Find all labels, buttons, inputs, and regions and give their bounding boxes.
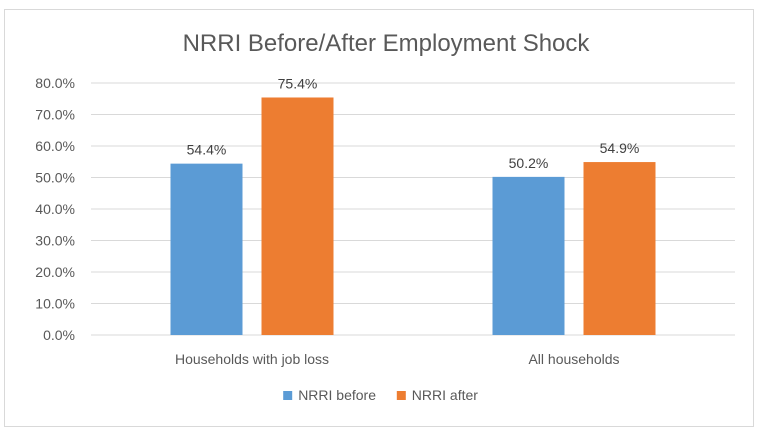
y-tick-label: 60.0% bbox=[35, 138, 75, 154]
data-label: 54.9% bbox=[600, 140, 640, 156]
y-axis-ticks: 0.0% 10.0% 20.0% 30.0% 40.0% 50.0% 60.0% 70.0% 8… bbox=[35, 75, 75, 343]
y-tick-label: 10.0% bbox=[35, 296, 75, 312]
data-label: 54.4% bbox=[187, 142, 227, 158]
data-label: 50.2% bbox=[509, 155, 549, 171]
data-label: 75.4% bbox=[278, 75, 318, 91]
bars bbox=[170, 97, 656, 336]
bar-nrri-after bbox=[261, 97, 334, 336]
legend-swatch bbox=[396, 391, 406, 400]
y-tick-label: 40.0% bbox=[35, 201, 75, 217]
bar-nrri-before bbox=[492, 176, 565, 335]
y-tick-label: 50.0% bbox=[35, 170, 75, 186]
y-tick-label: 20.0% bbox=[35, 264, 75, 280]
legend-label: NRRI after bbox=[412, 387, 478, 403]
y-tick-label: 70.0% bbox=[35, 107, 75, 123]
data-labels: 54.4% 75.4% 50.2% 54.9% bbox=[187, 75, 640, 170]
legend-label: NRRI before bbox=[298, 387, 376, 403]
x-axis-categories: Households with job loss All households bbox=[175, 351, 620, 367]
x-category-label: All households bbox=[528, 351, 619, 367]
chart-title: NRRI Before/After Employment Shock bbox=[183, 30, 591, 57]
bar-nrri-after bbox=[583, 162, 656, 335]
bar-nrri-before bbox=[170, 163, 243, 335]
legend: NRRI before NRRI after bbox=[283, 387, 478, 403]
y-tick-label: 30.0% bbox=[35, 233, 75, 249]
legend-swatch bbox=[283, 391, 293, 400]
y-tick-label: 0.0% bbox=[43, 327, 75, 343]
y-tick-label: 80.0% bbox=[35, 75, 75, 91]
x-category-label: Households with job loss bbox=[175, 351, 329, 367]
